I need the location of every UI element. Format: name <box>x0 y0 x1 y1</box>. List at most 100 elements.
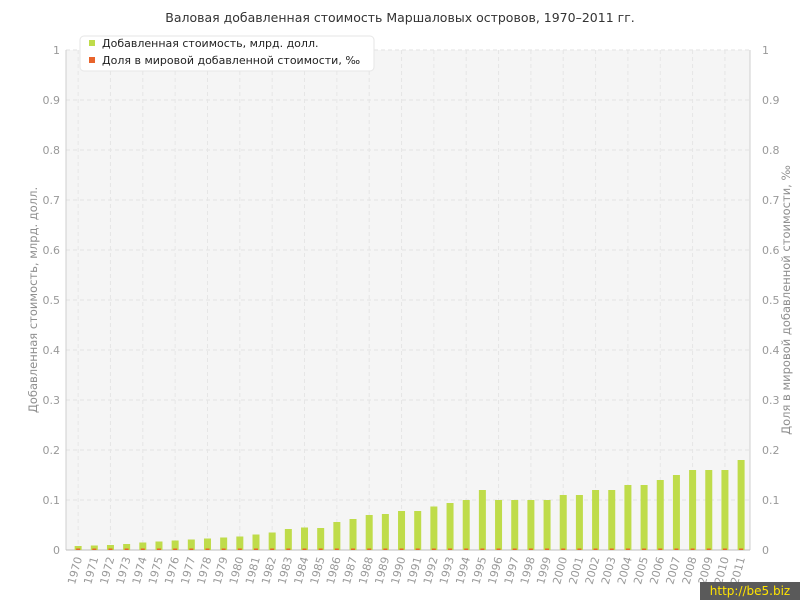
bar-share[interactable] <box>124 548 129 551</box>
bar-share[interactable] <box>593 548 598 551</box>
bar-share[interactable] <box>658 548 663 551</box>
y-tick-right: 0.8 <box>762 144 780 157</box>
bar-value[interactable] <box>624 485 632 550</box>
bar-share[interactable] <box>722 548 727 551</box>
y-tick-right: 0.3 <box>762 394 780 407</box>
y-tick-right: 0.5 <box>762 294 780 307</box>
bar-value[interactable] <box>333 522 341 550</box>
bar-share[interactable] <box>480 548 485 551</box>
bar-share[interactable] <box>739 548 744 551</box>
legend-box <box>79 35 375 72</box>
bar-value[interactable] <box>414 511 422 550</box>
bar-value[interactable] <box>689 470 697 550</box>
bar-value[interactable] <box>106 545 114 550</box>
bar-share[interactable] <box>706 548 711 551</box>
bar-value[interactable] <box>592 490 600 550</box>
y-axis-right: 0 0.1 0.2 0.3 0.4 0.5 0.6 0.7 0.8 0.9 1 <box>762 44 780 557</box>
bar-value[interactable] <box>139 542 147 551</box>
bar-share[interactable] <box>448 548 453 551</box>
bar-share[interactable] <box>173 548 178 551</box>
bar-share[interactable] <box>156 548 161 551</box>
bar-share[interactable] <box>625 548 630 551</box>
legend[interactable]: Добавленная стоимость, млрд. долл. Доля … <box>79 35 375 72</box>
y-tick-left: 0.6 <box>43 244 61 257</box>
bar-share[interactable] <box>76 548 81 551</box>
bar-share[interactable] <box>399 548 404 551</box>
bar-share[interactable] <box>496 548 501 551</box>
bar-share[interactable] <box>92 548 97 551</box>
bar-share[interactable] <box>367 548 372 551</box>
bar-value[interactable] <box>171 540 179 551</box>
bar-value[interactable] <box>349 519 357 550</box>
bar-value[interactable] <box>543 500 551 550</box>
bar-value[interactable] <box>495 500 503 550</box>
bar-value[interactable] <box>559 495 567 550</box>
bar-value[interactable] <box>640 485 648 550</box>
bar-value[interactable] <box>301 527 309 551</box>
bar-share[interactable] <box>577 548 582 551</box>
bar-share[interactable] <box>286 548 291 551</box>
watermark[interactable]: http://be5.biz <box>700 582 800 600</box>
bar-value[interactable] <box>74 546 82 550</box>
bar-share[interactable] <box>221 548 226 551</box>
bar-value[interactable] <box>478 490 486 550</box>
bar-share[interactable] <box>545 548 550 551</box>
bar-share[interactable] <box>609 548 614 551</box>
bar-share[interactable] <box>108 548 113 551</box>
bar-share[interactable] <box>431 548 436 551</box>
bar-value[interactable] <box>220 537 228 551</box>
y-tick-left: 0.3 <box>43 394 61 407</box>
bar-share[interactable] <box>383 548 388 551</box>
bar-value[interactable] <box>155 541 163 551</box>
y-tick-left: 0.4 <box>43 344 61 357</box>
bar-share[interactable] <box>254 548 258 551</box>
bar-value[interactable] <box>446 503 454 550</box>
bar-share[interactable] <box>690 548 695 551</box>
x-axis: 1970197119721973197419751976197719781979… <box>65 555 748 585</box>
bar-share[interactable] <box>674 548 679 551</box>
bar-share[interactable] <box>237 548 242 551</box>
bar-value[interactable] <box>608 490 616 550</box>
bar-share[interactable] <box>512 548 517 551</box>
bar-value[interactable] <box>252 534 260 551</box>
bar-share[interactable] <box>189 548 194 551</box>
y-tick-right: 0.1 <box>762 494 780 507</box>
bar-share[interactable] <box>415 548 420 551</box>
bar-share[interactable] <box>351 548 356 551</box>
bar-share[interactable] <box>140 548 145 551</box>
bar-value[interactable] <box>672 475 680 550</box>
bar-value[interactable] <box>430 506 438 551</box>
bar-value[interactable] <box>737 460 745 550</box>
bar-value[interactable] <box>511 500 519 550</box>
bar-value[interactable] <box>656 480 664 550</box>
bar-share[interactable] <box>270 548 275 551</box>
bar-value[interactable] <box>705 470 713 550</box>
bar-value[interactable] <box>236 536 244 551</box>
bar-share[interactable] <box>302 548 307 551</box>
legend-item-value[interactable]: Добавленная стоимость, млрд. долл. <box>102 37 318 50</box>
bar-share[interactable] <box>318 548 323 551</box>
bar-value[interactable] <box>381 514 389 550</box>
y-tick-left: 0.7 <box>43 194 61 207</box>
bar-share[interactable] <box>528 548 533 551</box>
bar-value[interactable] <box>398 511 406 550</box>
bar-share[interactable] <box>642 548 647 551</box>
bar-value[interactable] <box>721 470 729 550</box>
bar-share[interactable] <box>334 548 339 551</box>
bar-share[interactable] <box>464 548 469 551</box>
bar-value[interactable] <box>90 545 98 551</box>
bar-value[interactable] <box>317 528 325 550</box>
bar-share[interactable] <box>561 548 566 551</box>
bar-value[interactable] <box>123 544 131 550</box>
bar-value[interactable] <box>527 500 535 550</box>
legend-item-share[interactable]: Доля в мировой добавленной стоимости, ‰ <box>102 54 360 67</box>
bar-value[interactable] <box>284 529 292 550</box>
bar-value[interactable] <box>187 539 195 551</box>
bar-value[interactable] <box>365 515 373 550</box>
bar-value[interactable] <box>462 500 470 550</box>
bar-value[interactable] <box>575 495 583 550</box>
bar-share[interactable] <box>205 548 210 551</box>
y-tick-right: 0.6 <box>762 244 780 257</box>
bar-value[interactable] <box>268 532 276 551</box>
bar-value[interactable] <box>203 538 211 551</box>
